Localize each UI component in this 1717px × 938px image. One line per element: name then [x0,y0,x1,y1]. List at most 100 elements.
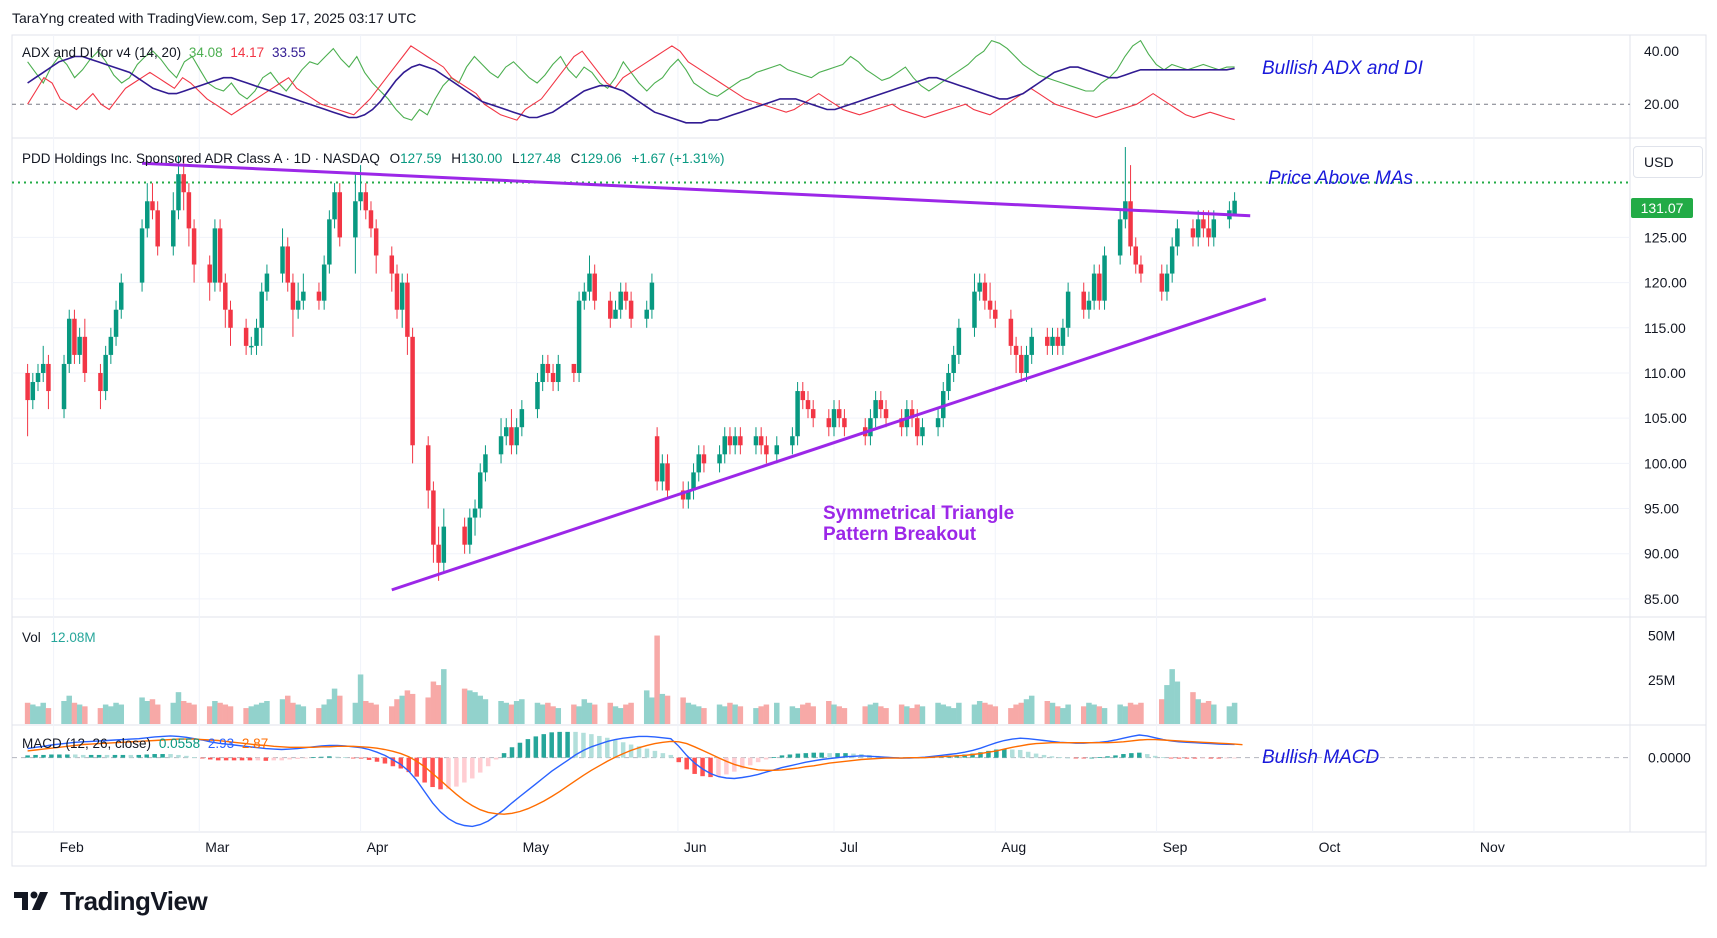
macd-histogram-bar [573,731,578,758]
adx-annotation[interactable]: Bullish ADX and DI [1262,58,1423,79]
tradingview-logo[interactable]: TradingView [14,886,208,916]
macd-histogram-bar [1017,749,1023,758]
volume-bar [389,706,395,724]
candle-body [613,309,618,319]
macd-histogram-bar [422,757,427,783]
volume-bar [810,706,816,724]
macd-histogram-bar [1033,753,1039,758]
macd-annotation[interactable]: Bullish MACD [1262,747,1380,768]
candle-body [1045,336,1050,346]
volume-bar [1049,702,1056,724]
volume-bar [826,701,832,724]
macd-histogram-bar [763,757,769,760]
volume-bar [643,690,650,724]
candle-body [873,400,878,419]
candle-body [914,418,920,437]
trendline-layer[interactable] [141,161,1267,592]
price-above-mas-annotation[interactable]: Price Above MAs [1268,168,1414,189]
candle-body [72,318,77,355]
candle-body [108,336,114,355]
macd-histogram-bar [358,757,364,759]
candle-body [722,436,728,455]
adx-legend[interactable]: ADX and DI for v4 (14, 20) 34.08 14.17 3… [22,45,306,60]
macd-histogram-bar [136,754,142,758]
volume-label: Vol [22,630,41,645]
adx-series-layer [27,39,1235,124]
volume-bar [794,708,801,724]
candle-body [1055,336,1060,346]
price-legend[interactable]: PDD Holdings Inc. Sponsored ADR Class A … [22,151,725,166]
macd-histogram-bar [795,753,801,758]
macd-histogram-bar [1057,757,1063,758]
macd-histogram-bar [446,757,451,789]
volume-bar [623,704,629,724]
volume-bar [258,702,265,724]
macd-histogram-bar [589,734,594,758]
macd-histogram-bar [73,754,78,758]
candle-body [608,300,613,319]
volume-legend[interactable]: Vol 12.08M [22,630,96,645]
volume-bar [1133,704,1139,724]
macd-histogram-bar [1065,757,1071,759]
macd-histogram-bar [1073,757,1079,759]
macd-histogram-bar [335,756,340,758]
candle-body [228,309,233,328]
volume-bar [404,690,411,724]
volume-bar [649,697,655,724]
triangle-annotation-line2: Pattern Breakout [823,524,977,545]
candle-body [1195,219,1201,238]
volume-bar [1231,702,1238,724]
candle-body [920,427,925,437]
candle-body [1102,255,1107,301]
macd-legend[interactable]: MACD (12, 26, close) 0.0558 2.93 2.87 [22,736,268,751]
macd-histogram-bar [771,757,777,758]
candle-body [878,400,884,410]
volume-bar [1164,685,1170,724]
macd-histogram-bar [1025,751,1031,758]
volume-bar [586,702,593,724]
price-axis-label: 110.00 [1644,365,1686,381]
volume-bar [108,706,114,724]
volume-bar [290,702,296,724]
volume-bar [467,690,473,724]
candle-body [35,372,41,383]
candle-body [1128,201,1133,247]
price-axis-label: 90.00 [1644,546,1679,562]
candle-body [1008,318,1014,346]
triangle-annotation[interactable]: Symmetrical Triangle Pattern Breakout [823,503,1014,545]
currency-button[interactable]: USD [1633,146,1703,178]
volume-bar [919,706,926,724]
volume-bar [539,704,546,724]
macd-histogram-bar [168,754,173,758]
volume-bar [867,704,874,724]
volume-bar [331,688,338,724]
candle-body [977,282,982,292]
candle-body [290,282,296,310]
trendline-lower-support [391,297,1267,592]
volume-bar [139,697,145,724]
volume-bar [1086,702,1092,724]
volume-bar [66,695,72,724]
macd-axis-label: 0.0000 [1648,750,1691,766]
volume-bar [1117,704,1123,724]
candle-body [66,318,72,364]
volume-bar [836,706,842,724]
candle-body [993,309,998,319]
volume-bar [180,701,187,724]
candle-body [987,300,993,310]
volume-bar [909,708,915,724]
adx-di-plus-value: 34.08 [188,45,223,60]
macd-histogram-bar [462,757,467,783]
volume-bar [1127,702,1134,724]
candle-body [321,264,327,301]
candle-body [649,282,655,310]
macd-histogram-bar [660,753,666,758]
volume-bar [300,706,307,724]
candle-body [654,436,660,482]
macd-histogram-bar [1232,757,1237,759]
candle-body [1159,273,1165,292]
candle-body [1024,354,1029,373]
candle-body [441,526,447,563]
time-axis-label: Nov [1480,839,1505,855]
